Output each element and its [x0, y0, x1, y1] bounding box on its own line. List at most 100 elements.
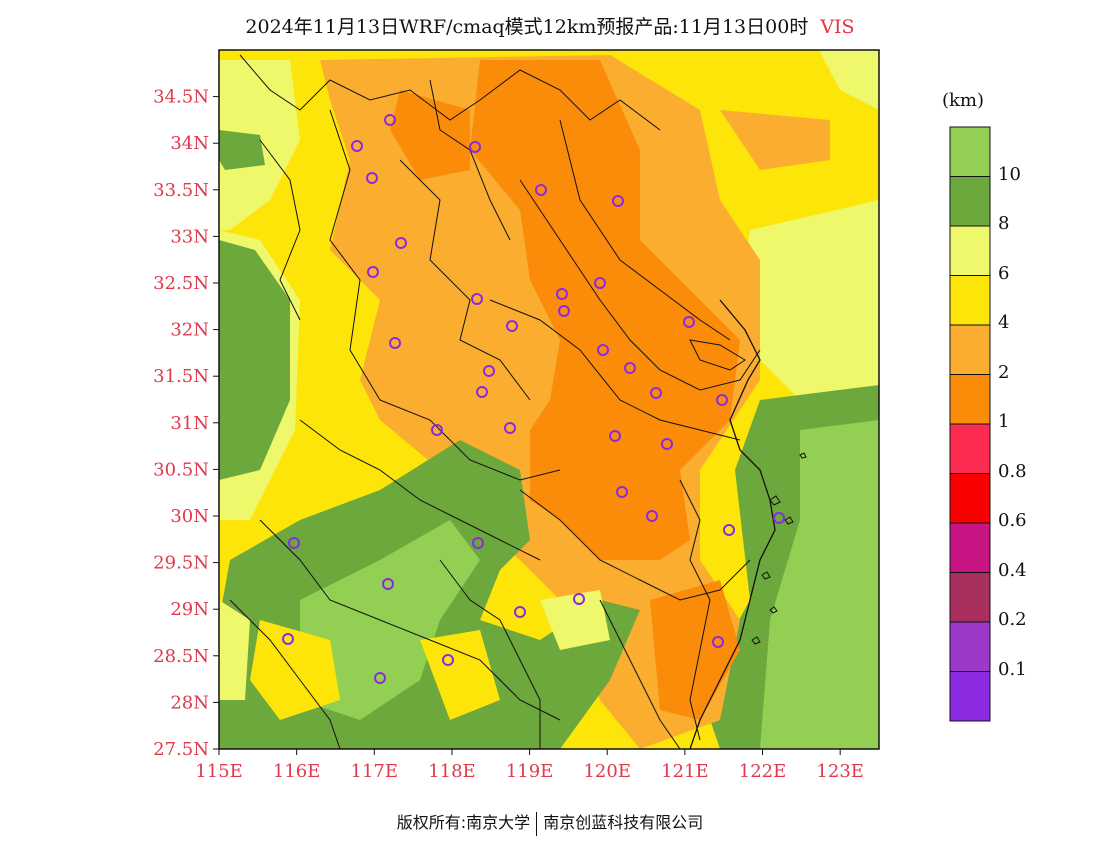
island [784, 516, 794, 525]
colorbar-label: 2 [998, 361, 1010, 383]
map-frame [218, 49, 880, 750]
estuary-outline [689, 339, 746, 371]
copyright-footer: 版权所有:南京大学 南京创蓝科技有限公司 [0, 809, 1100, 836]
station-marker [395, 237, 407, 249]
colorbar-label: 0.6 [998, 510, 1027, 531]
colorbar-swatch [949, 225, 991, 276]
lat-tick-label: 34.5N [153, 87, 209, 108]
colorbar-label: 1 [998, 411, 1010, 432]
station-marker [558, 305, 570, 317]
lat-tick-label: 28.5N [153, 646, 209, 667]
station-marker [661, 438, 673, 450]
colorbar-swatch [949, 621, 991, 672]
field-pale-sw [219, 600, 250, 700]
boundary-line [259, 519, 561, 721]
station-marker [646, 510, 658, 522]
lon-tick-label: 121E [661, 761, 709, 782]
boundary-line [239, 54, 661, 131]
lat-tick-label: 32N [170, 320, 209, 341]
lat-tick-label: 30N [170, 506, 209, 527]
colorbar-swatch [949, 126, 991, 177]
station-marker [476, 386, 488, 398]
station-marker [556, 288, 568, 300]
station-marker [469, 141, 481, 153]
colorbar-swatch [949, 572, 991, 623]
station-marker [366, 172, 378, 184]
station-marker [431, 424, 443, 436]
footer-right: 南京创蓝科技有限公司 [543, 813, 704, 832]
station-marker [535, 184, 547, 196]
colorbar-label: 4 [998, 312, 1010, 333]
station-marker [471, 293, 483, 305]
boundary-line [519, 489, 751, 601]
island [769, 495, 781, 506]
boundary-line [259, 139, 301, 321]
footer-left: 版权所有:南京大学 [396, 813, 531, 832]
station-marker [504, 422, 516, 434]
station-marker [612, 195, 624, 207]
station-marker [288, 537, 300, 549]
colorbar-swatch [949, 324, 991, 375]
lat-tick-label: 32.5N [153, 273, 209, 294]
station-marker [514, 606, 526, 618]
longitude-axis: 115E 116E 117E 118E 119E 120E 121E 122E 123E [195, 749, 864, 782]
boundary-line [559, 119, 731, 341]
field-green-nw [219, 130, 265, 170]
lon-tick-label: 118E [428, 761, 476, 782]
station-marker [650, 387, 662, 399]
colorbar-label: 0.2 [998, 609, 1027, 630]
colorbar-swatch [949, 522, 991, 573]
map-title: 2024年11月13日WRF/cmaq模式12km预报产品:11月13日00时 V… [0, 12, 1100, 39]
boundary-line [599, 599, 681, 749]
lat-tick-label: 31N [170, 413, 209, 434]
station-marker [282, 633, 294, 645]
lon-tick-label: 117E [351, 761, 399, 782]
station-marker [597, 344, 609, 356]
lon-tick-label: 119E [506, 761, 554, 782]
colorbar-label: 0.1 [998, 658, 1027, 680]
colorbar [949, 126, 991, 722]
station-marker [773, 512, 785, 524]
station-marker [389, 337, 401, 349]
lon-tick-label: 116E [273, 761, 321, 782]
colorbar-label: 8 [998, 213, 1010, 234]
lon-tick-label: 123E [816, 761, 864, 782]
colorbar-swatch [949, 176, 991, 227]
station-marker [616, 486, 628, 498]
lat-tick-label: 33N [170, 226, 209, 247]
station-marker [609, 430, 621, 442]
field-orange-light [320, 55, 760, 749]
station-marker [472, 537, 484, 549]
island [751, 636, 761, 645]
boundary-line [229, 599, 341, 749]
lat-tick-label: 29.5N [153, 553, 209, 574]
station-marker [483, 365, 495, 377]
lon-tick-label: 115E [195, 761, 243, 782]
island [799, 452, 807, 459]
field-pale-sea [740, 200, 879, 400]
field-yellow-s2 [420, 630, 500, 720]
boundary-line [399, 159, 531, 401]
field-green-w [219, 240, 290, 480]
lat-tick-label: 33.5N [153, 180, 209, 201]
colorbar-label: 10 [998, 163, 1021, 185]
island [769, 606, 778, 614]
station-marker [712, 636, 724, 648]
island [761, 571, 771, 580]
lon-tick-label: 122E [739, 761, 787, 782]
colorbar-swatch [949, 473, 991, 524]
boundary-lines [229, 54, 761, 749]
footer-separator [536, 811, 538, 836]
colorbar-label: 0.4 [998, 559, 1027, 581]
colorbar-label: 0.8 [998, 460, 1027, 482]
visibility-field [219, 50, 879, 749]
boundary-line [329, 109, 561, 481]
station-marker [382, 578, 394, 590]
station-marker [594, 277, 606, 289]
field-orange-dark [470, 60, 740, 560]
boundary-line [519, 179, 761, 391]
field-pale-s [540, 590, 610, 650]
colorbar-swatch [949, 275, 991, 326]
variable-label: VIS [820, 16, 855, 38]
